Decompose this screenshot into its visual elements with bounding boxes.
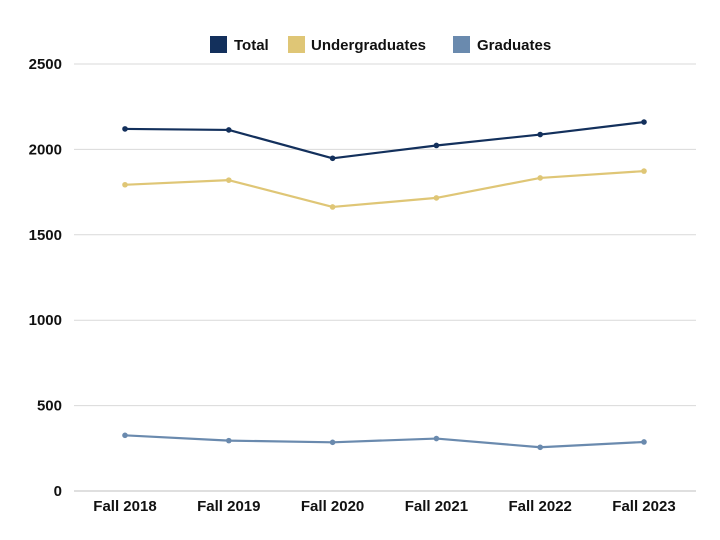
legend: Total Undergraduates Graduates — [210, 36, 551, 54]
data-point-undergraduates — [641, 168, 647, 174]
data-point-total — [537, 131, 543, 138]
y-axis: 0 500 1000 1500 2000 2500 — [29, 56, 62, 500]
data-point-undergraduates — [433, 195, 440, 201]
legend-swatch-total — [210, 36, 227, 53]
x-tick-label: Fall 2022 — [509, 498, 572, 515]
x-tick-label: Fall 2023 — [612, 498, 675, 515]
data-point-graduates — [641, 439, 647, 445]
y-tick-label: 2000 — [29, 141, 62, 158]
series-line-graduates — [124, 434, 645, 449]
data-point-graduates — [537, 444, 543, 451]
series-line-total — [124, 120, 645, 160]
data-point-graduates — [433, 435, 440, 442]
y-tick-label: 500 — [37, 398, 62, 415]
x-tick-label: Fall 2020 — [301, 498, 364, 515]
data-point-total — [122, 126, 128, 132]
data-point-graduates — [329, 439, 336, 446]
legend-label-undergraduates: Undergraduates — [311, 37, 426, 54]
data-point-total — [329, 155, 336, 162]
data-point-graduates — [122, 432, 128, 439]
gridlines — [74, 63, 696, 407]
data-point-total — [433, 142, 440, 149]
series-line-undergraduates — [124, 169, 645, 209]
data-point-total — [226, 127, 232, 133]
y-tick-label: 2500 — [29, 56, 62, 73]
data-point-total — [641, 119, 647, 125]
x-axis: Fall 2018 Fall 2019 Fall 2020 Fall 2021 Fall… — [74, 490, 696, 515]
legend-label-total: Total — [234, 37, 269, 54]
data-point-undergraduates — [226, 177, 232, 183]
legend-swatch-graduates — [453, 36, 470, 53]
legend-swatch-undergraduates — [288, 36, 305, 53]
x-tick-label: Fall 2021 — [405, 498, 468, 515]
data-point-undergraduates — [122, 181, 128, 188]
data-point-undergraduates — [329, 204, 336, 210]
legend-label-graduates: Graduates — [477, 37, 551, 54]
y-tick-label: 0 — [54, 483, 62, 500]
y-tick-label: 1000 — [29, 312, 62, 329]
x-tick-label: Fall 2018 — [93, 498, 156, 515]
data-point-undergraduates — [537, 175, 543, 181]
series-group — [122, 119, 647, 451]
data-point-graduates — [226, 437, 232, 444]
x-tick-label: Fall 2019 — [197, 498, 260, 515]
y-tick-label: 1500 — [29, 227, 62, 244]
